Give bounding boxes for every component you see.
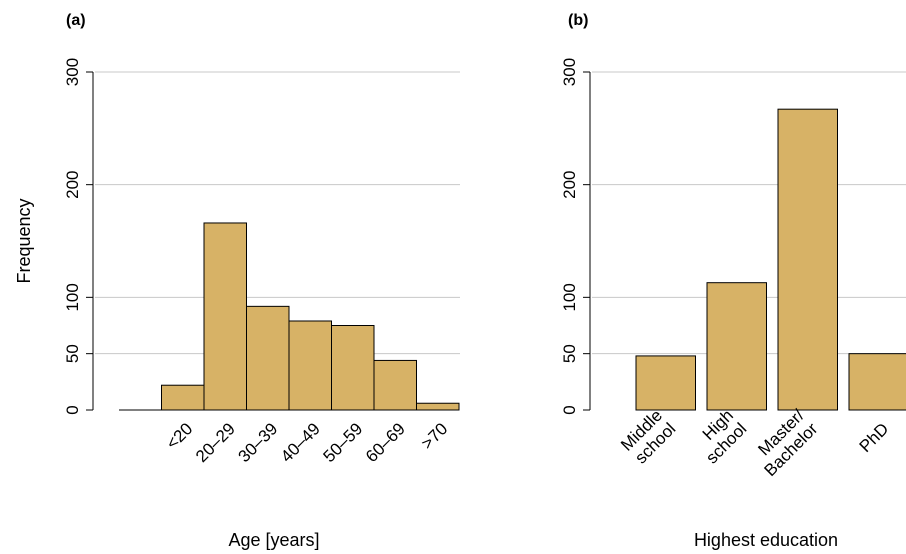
age-x-tick-label-20: <20 (163, 419, 197, 453)
education-x-tick-label-high-school: Highschool (689, 406, 751, 468)
panel-b-label: (b) (568, 12, 588, 29)
education-x-ticks: Middleschool Highschool Master/Bachelor PhD (617, 406, 892, 481)
age-bar-70 (416, 402, 460, 411)
age-x-tick-label-50-59: 50–59 (320, 419, 367, 466)
education-x-tick-label-phd: PhD (856, 419, 893, 456)
education-y-tick-label-200: 200 (560, 170, 579, 198)
education-bar-high-school (706, 282, 767, 411)
age-bars (119, 222, 460, 411)
age-bar-30-39 (246, 305, 290, 411)
age-bar-60-69 (373, 359, 417, 411)
age-x-tick-label-60-69: 60–69 (362, 419, 409, 466)
age-y-tick-label-300: 300 (63, 58, 82, 86)
education-bar-phd (848, 353, 906, 411)
age-bar-40-49 (288, 320, 332, 411)
education-y-ticks: 0 50 100 200 300 (560, 58, 590, 415)
age-x-tick-label-70: >70 (418, 419, 452, 453)
education-y-tick-label-50: 50 (560, 344, 579, 363)
age-y-ticks: 0 50 100 200 300 (63, 58, 93, 415)
education-bar-master-bachelor (777, 108, 838, 411)
age-x-tick-label-20-29: 20–29 (192, 419, 239, 466)
age-y-tick-label-100: 100 (63, 283, 82, 311)
education-x-tick-label-master-bachelor: Master/Bachelor (747, 406, 822, 481)
education-y-tick-label-100: 100 (560, 283, 579, 311)
age-bar-20-29 (203, 222, 247, 411)
age-y-tick-label-50: 50 (63, 344, 82, 363)
education-y-tick-label-0: 0 (560, 405, 579, 414)
age-x-tick-label-30-39: 30–39 (235, 419, 282, 466)
age-bar-20 (161, 384, 205, 411)
age-panel: (a) 0 50 100 200 300 <2020–2930–3940–4950–59… (14, 12, 460, 550)
age-y-tick-label-0: 0 (63, 405, 82, 414)
education-x-tick-label-middle-school: Middleschool (617, 406, 679, 468)
age-y-axis-title: Frequency (14, 198, 34, 283)
age-x-axis-title: Age [years] (228, 530, 319, 550)
education-x-axis-title: Highest education (694, 530, 838, 550)
age-bar-50-59 (331, 325, 375, 411)
education-bars (635, 108, 906, 411)
education-y-tick-label-300: 300 (560, 58, 579, 86)
age-y-tick-label-200: 200 (63, 170, 82, 198)
education-panel: (b) 0 50 100 200 300 Middleschool Highschool M… (560, 12, 906, 550)
panel-a-label: (a) (66, 12, 86, 29)
education-bar-middle-school (635, 355, 696, 411)
age-x-tick-label-40-49: 40–49 (277, 419, 324, 466)
